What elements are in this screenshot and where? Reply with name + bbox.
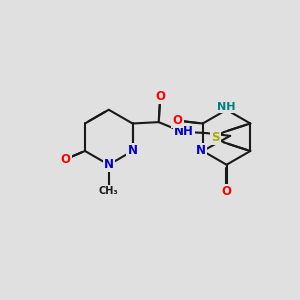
Text: S: S [211, 131, 219, 144]
Text: O: O [222, 185, 232, 198]
Text: N: N [128, 145, 138, 158]
Text: O: O [155, 90, 165, 103]
Text: N: N [196, 145, 206, 158]
Text: NH: NH [217, 102, 236, 112]
Text: N: N [104, 158, 114, 171]
Text: O: O [172, 114, 182, 127]
Text: CH₃: CH₃ [99, 186, 118, 197]
Text: O: O [61, 153, 71, 166]
Text: NH: NH [174, 125, 194, 138]
